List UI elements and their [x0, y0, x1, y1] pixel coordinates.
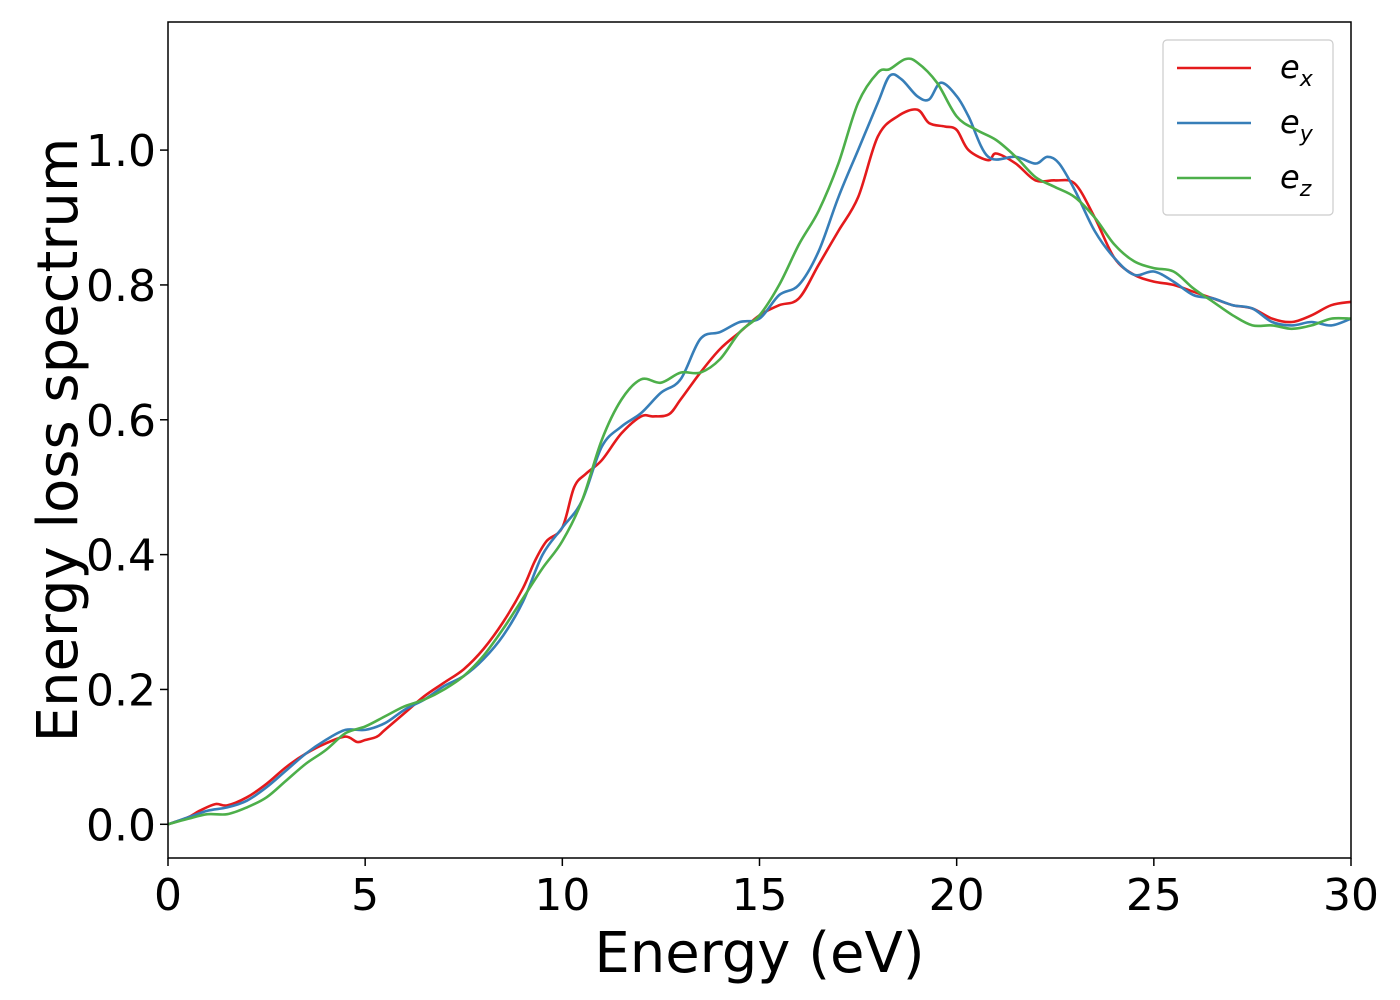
x-tick-label: 10	[534, 870, 590, 921]
series-line-z	[167, 57, 1352, 826]
y-tick-label: 0.8	[86, 261, 156, 312]
legend-label-x: ex	[1280, 48, 1314, 92]
y-tick-label: 0.2	[86, 665, 156, 716]
y-tick-label: 1.0	[86, 126, 156, 177]
x-tick-label: 0	[154, 870, 182, 921]
legend: ex ey ez	[1162, 39, 1334, 216]
legend-label-y: ey	[1280, 103, 1314, 147]
x-axis: 0 5 10 15 20 25 30	[154, 858, 1379, 921]
y-axis-title: Energy loss spectrum	[26, 138, 91, 743]
x-tick-label: 15	[732, 870, 788, 921]
y-tick-label: 0.4	[86, 531, 156, 582]
x-tick-label: 30	[1323, 870, 1379, 921]
y-axis: 0.0 0.2 0.4 0.6 0.8 1.0	[86, 126, 168, 851]
x-axis-title: Energy (eV)	[594, 921, 924, 986]
y-tick-label: 0.0	[86, 800, 156, 851]
y-tick-label: 0.6	[86, 396, 156, 447]
x-tick-label: 20	[929, 870, 985, 921]
x-tick-label: 5	[351, 870, 379, 921]
series-layer	[167, 57, 1352, 826]
x-tick-label: 25	[1126, 870, 1182, 921]
legend-box	[1162, 39, 1334, 216]
series-line-y	[167, 73, 1352, 826]
legend-label-z: ez	[1280, 158, 1312, 202]
